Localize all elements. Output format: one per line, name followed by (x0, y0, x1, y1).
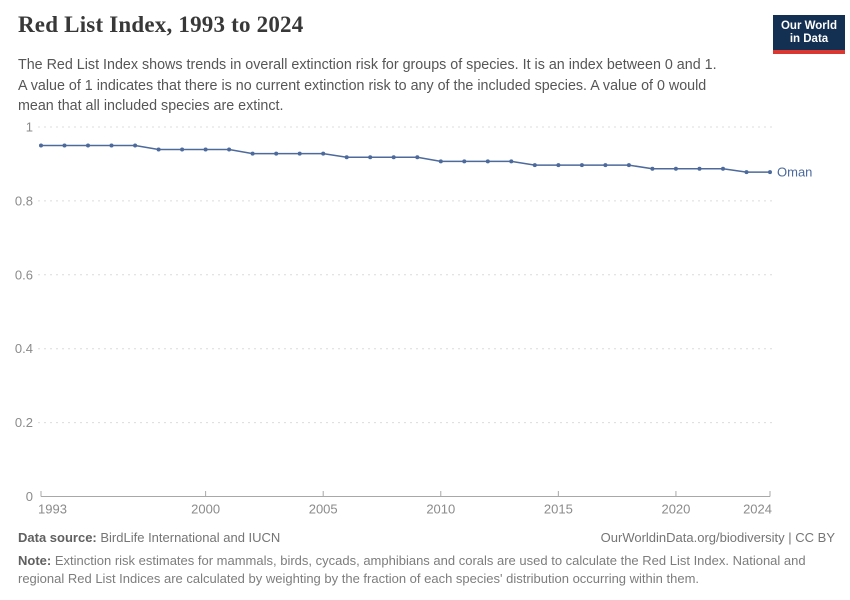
data-point[interactable] (532, 163, 537, 168)
data-point[interactable] (156, 147, 161, 152)
note-line: regional Red List Indices are calculated… (18, 571, 700, 586)
y-axis-tick-label: 0.6 (15, 267, 33, 282)
data-point[interactable] (391, 155, 396, 160)
data-point[interactable] (297, 151, 302, 156)
data-point[interactable] (509, 159, 514, 164)
subtitle-line: The Red List Index shows trends in overa… (18, 57, 717, 73)
x-axis-tick-label: 1993 (38, 502, 67, 517)
data-point[interactable] (673, 166, 678, 171)
x-axis-tick-label: 2020 (661, 502, 690, 517)
data-point[interactable] (250, 151, 255, 156)
data-point[interactable] (344, 155, 349, 160)
data-point[interactable] (133, 143, 138, 148)
note-text: Extinction risk estimates for mammals, b… (54, 553, 806, 568)
data-point[interactable] (721, 166, 725, 171)
data-point[interactable] (556, 163, 561, 168)
owid-logo-line2: in Data (789, 33, 829, 45)
note-label: Note: (18, 553, 52, 568)
x-axis-tick-label: 2015 (544, 502, 573, 517)
data-source-value: BirdLife International and IUCN (100, 530, 281, 545)
y-axis-tick-label: 0 (26, 489, 33, 504)
data-point[interactable] (579, 163, 584, 168)
data-point[interactable] (180, 147, 185, 152)
y-axis-tick-label: 0.4 (15, 341, 33, 356)
y-axis-tick-label: 0.2 (15, 415, 33, 430)
chart-subtitle: The Red List Index shows trends in overa… (18, 55, 717, 117)
subtitle-line: mean that all included species are extin… (18, 98, 284, 114)
subtitle-line: A value of 1 indicates that there is no … (18, 77, 707, 94)
owid-logo[interactable]: Our World in Data (773, 15, 845, 54)
data-point[interactable] (744, 170, 749, 175)
data-source-label: Data source: (18, 530, 97, 545)
owid-logo-line1: Our World (780, 20, 837, 32)
data-point[interactable] (650, 166, 655, 171)
data-source: Data source: BirdLife International and … (18, 530, 280, 545)
y-axis-tick-label: 1 (26, 120, 33, 135)
entity-label-oman[interactable]: Oman (777, 165, 812, 180)
data-point[interactable] (274, 151, 279, 156)
data-point[interactable] (109, 143, 114, 148)
chart-footer: Data source: BirdLife International and … (18, 530, 835, 588)
note-line: Note: Extinction risk estimates for mamm… (18, 552, 835, 570)
data-point[interactable] (462, 159, 467, 164)
license-link[interactable]: OurWorldinData.org/biodiversity | CC BY (600, 530, 835, 545)
x-axis-tick-label: 2010 (426, 502, 455, 517)
data-point[interactable] (438, 159, 443, 164)
chart-note: Note: Extinction risk estimates for mamm… (18, 552, 835, 588)
data-point[interactable] (485, 159, 490, 164)
y-axis-tick-label: 0.8 (15, 193, 33, 208)
data-point[interactable] (86, 143, 90, 148)
data-point[interactable] (603, 163, 608, 168)
x-axis-tick-label: 2000 (191, 502, 220, 517)
data-point[interactable] (227, 147, 232, 152)
source-row: Data source: BirdLife International and … (18, 530, 835, 545)
data-point[interactable] (768, 170, 772, 175)
x-axis-tick-label: 2024 (743, 502, 772, 517)
data-point[interactable] (203, 147, 208, 152)
page-title: Red List Index, 1993 to 2024 (18, 12, 304, 37)
data-point[interactable] (415, 155, 420, 160)
data-point[interactable] (697, 166, 702, 171)
data-point[interactable] (626, 163, 631, 168)
data-point[interactable] (368, 155, 373, 160)
x-axis-tick-label: 2005 (309, 502, 338, 517)
data-line-oman[interactable] (41, 144, 770, 173)
data-point[interactable] (321, 151, 326, 156)
data-point[interactable] (62, 143, 67, 148)
data-point[interactable] (39, 143, 43, 148)
